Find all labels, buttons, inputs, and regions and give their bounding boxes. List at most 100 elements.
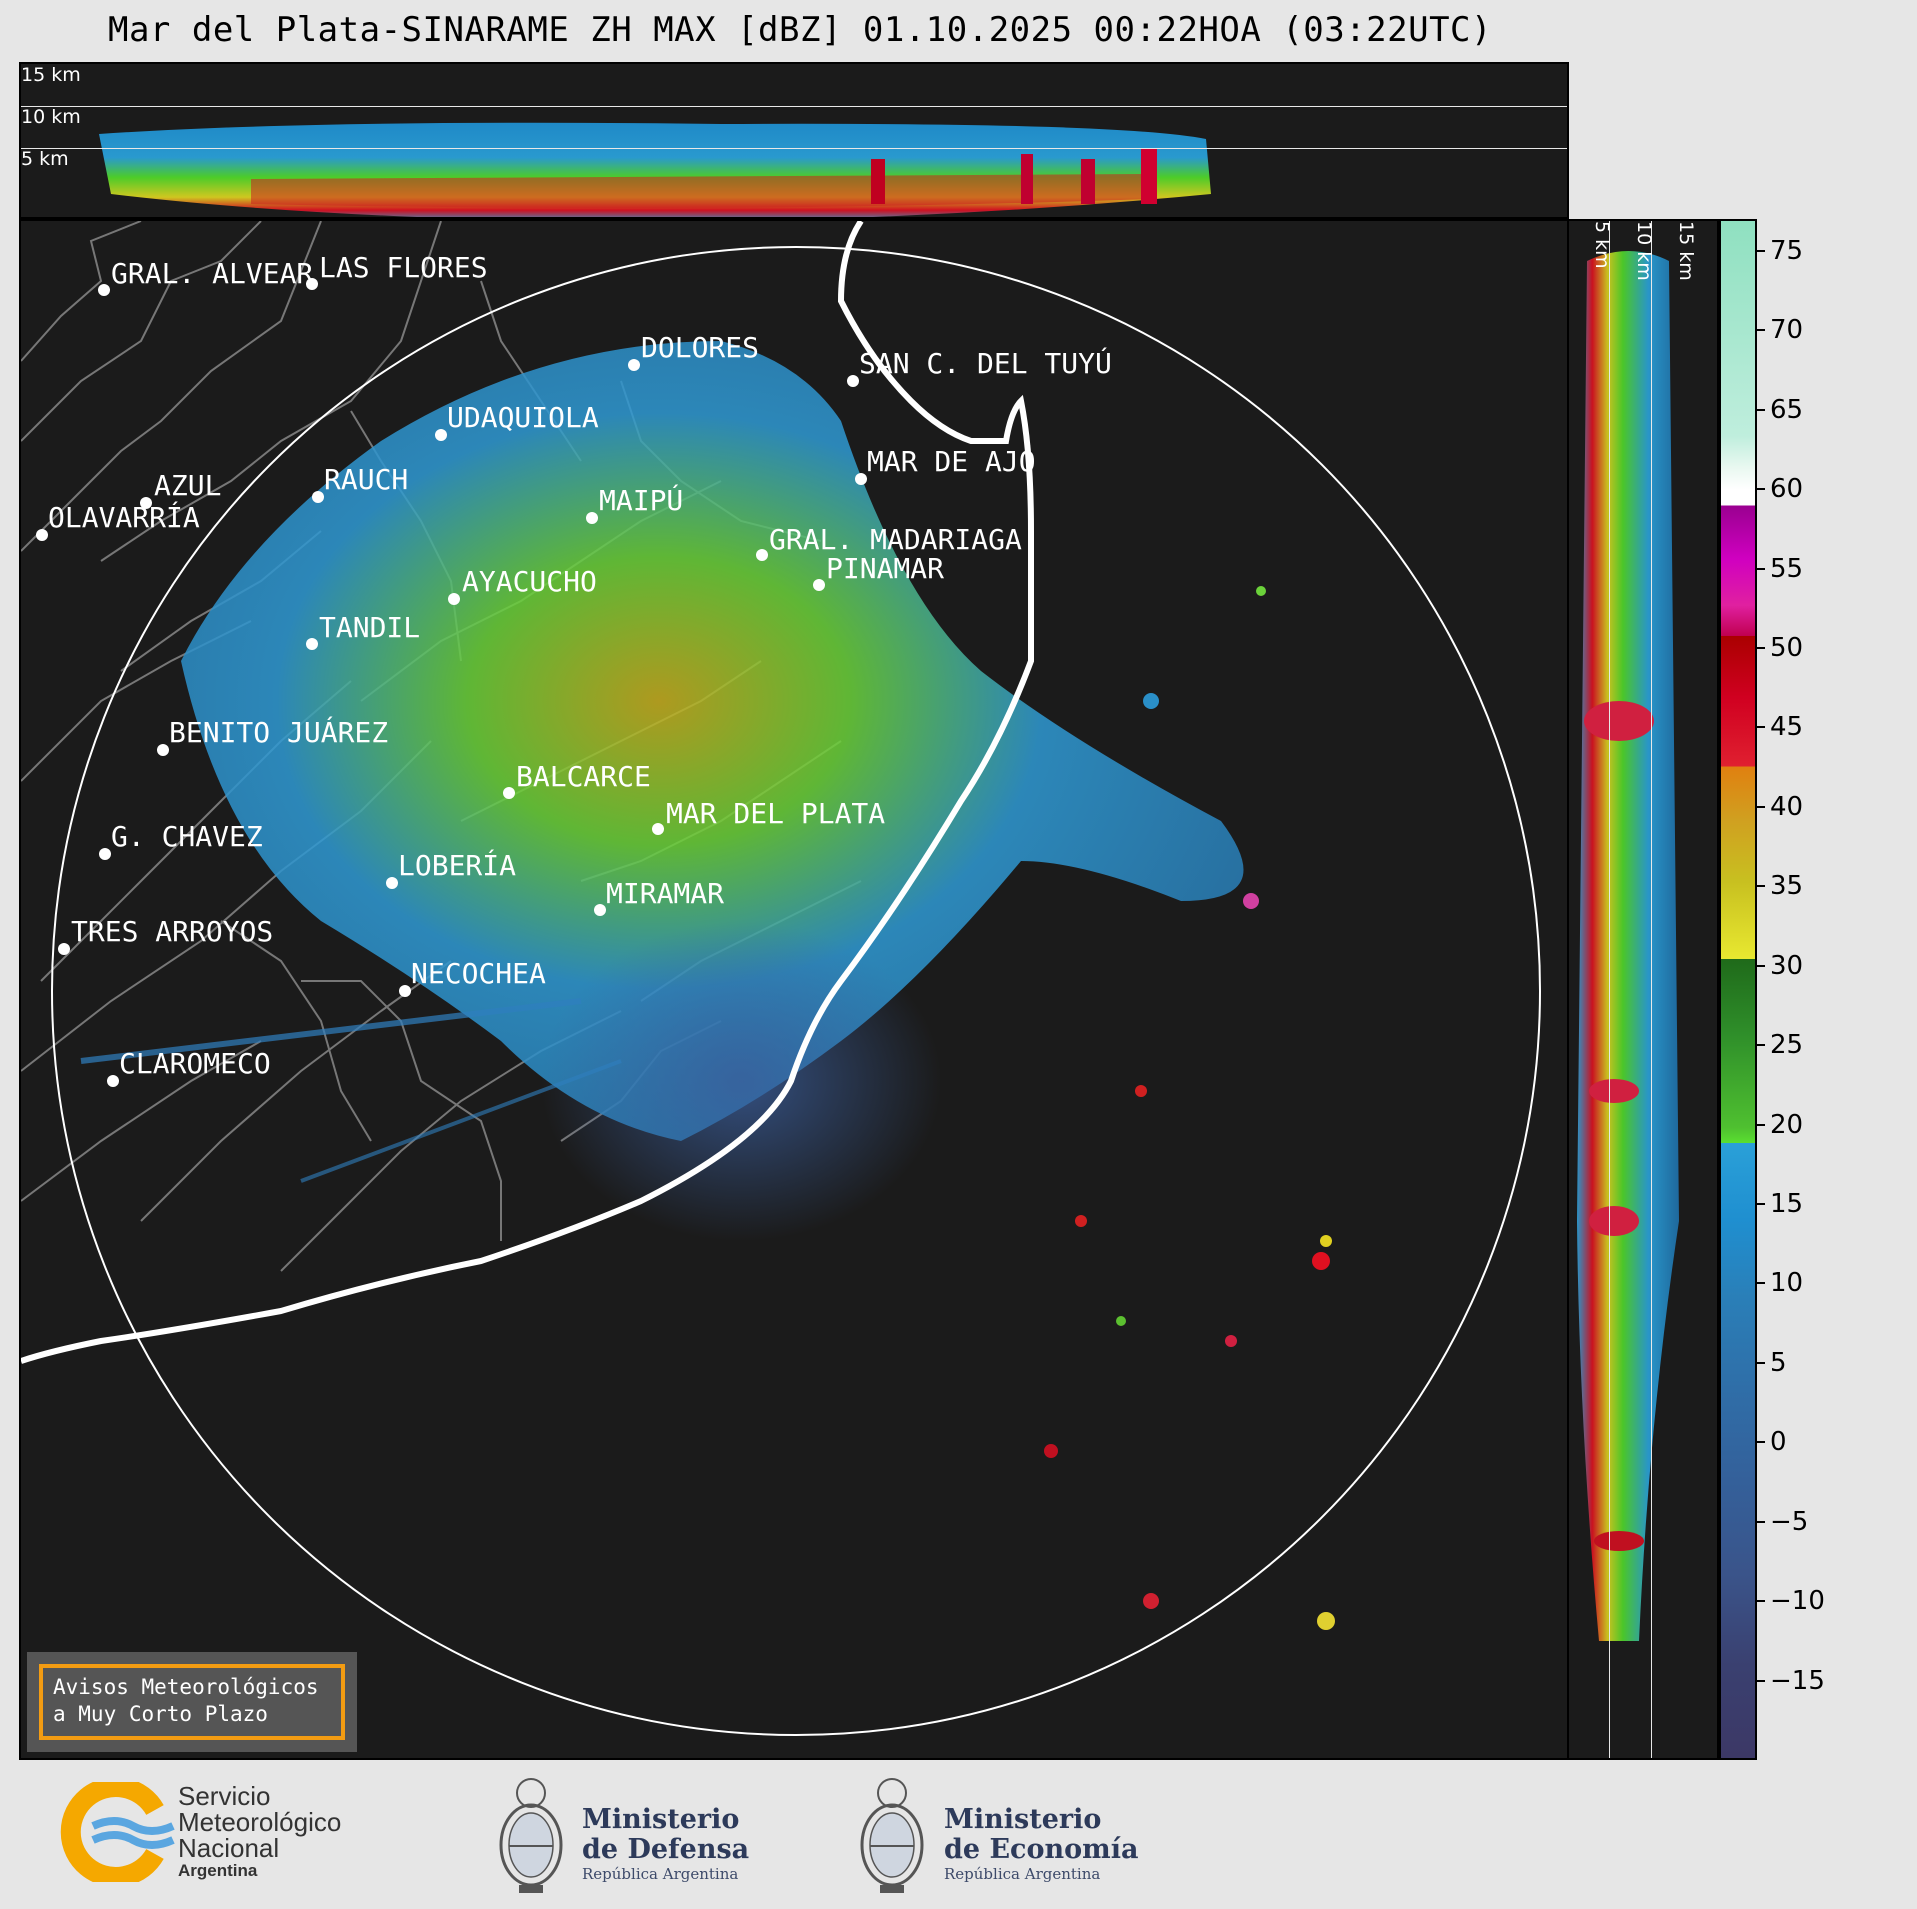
colorbar-tick	[1757, 249, 1765, 252]
colorbar-tick-label: 5	[1770, 1347, 1787, 1378]
top-profile-echo	[99, 122, 1211, 217]
city-label-g-chavez: G. CHAVEZ	[111, 820, 263, 853]
city-marker-gral-alvear	[98, 284, 110, 296]
city-label-necochea: NECOCHEA	[411, 957, 546, 990]
city-marker-gral-madariaga	[756, 549, 768, 561]
city-marker-olavarria	[36, 529, 48, 541]
city-marker-dolores	[628, 359, 640, 371]
city-label-loberia: LOBERÍA	[398, 848, 516, 882]
colorbar-tick-label: 30	[1770, 950, 1804, 981]
defensa-line3: República Argentina	[582, 1865, 739, 1883]
defensa-logo-text: Ministerio de Defensa República Argentin…	[582, 1804, 750, 1884]
city-marker-las-flores	[306, 278, 318, 290]
city-marker-g-chavez	[99, 848, 111, 860]
colorbar-tick	[1757, 1600, 1765, 1603]
city-label-maipu: MAIPÚ	[599, 483, 683, 517]
city-marker-ayacucho	[448, 593, 460, 605]
top-label-15km: 15 km	[21, 64, 81, 86]
city-label-tres-arroyos: TRES ARROYOS	[71, 915, 273, 948]
side-height-profile: 5 km 10 km 15 km	[1567, 219, 1719, 1760]
colorbar-tick	[1757, 726, 1765, 729]
radar-map: GRAL. ALVEAR LAS FLORES DOLORES SAN C. D…	[19, 219, 1569, 1760]
city-label-azul: AZUL	[154, 469, 221, 502]
colorbar-tick-label: −5	[1770, 1506, 1809, 1537]
map-title: Mar del Plata-SINARAME ZH MAX [dBZ] 01.1…	[107, 10, 1492, 50]
city-label-claromeco: CLAROMECO	[119, 1047, 271, 1080]
smn-logo-icon	[55, 1777, 175, 1887]
city-marker-benito-juarez	[157, 744, 169, 756]
top-10km-line	[21, 106, 1567, 107]
colorbar-tick-label: 45	[1770, 712, 1804, 743]
warning-box[interactable]: Avisos Meteorológicos a Muy Corto Plazo	[27, 1652, 357, 1752]
top-label-10km: 10 km	[21, 106, 81, 128]
colorbar-tick-label: 40	[1770, 791, 1804, 822]
colorbar-tick	[1757, 1361, 1765, 1364]
colorbar-tick	[1757, 1679, 1765, 1682]
city-marker-azul	[140, 497, 152, 509]
colorbar-tick-label: 70	[1770, 315, 1804, 346]
colorbar-tick-label: 0	[1770, 1427, 1787, 1458]
defensa-line1: Ministerio	[582, 1804, 740, 1835]
city-label-pinamar: PINAMAR	[826, 552, 944, 585]
colorbar-tick-label: 25	[1770, 1030, 1804, 1061]
economia-line3: República Argentina	[944, 1865, 1101, 1883]
economia-line1: Ministerio	[944, 1804, 1102, 1835]
city-marker-mar-del-plata	[652, 823, 664, 835]
coastline	[21, 221, 1035, 1364]
city-layer: GRAL. ALVEAR LAS FLORES DOLORES SAN C. D…	[36, 251, 1112, 1087]
colorbar-tick	[1757, 1202, 1765, 1205]
colorbar-tick	[1757, 964, 1765, 967]
smn-line2: Meteorológico	[178, 1807, 342, 1837]
city-marker-mar-de-ajo	[855, 473, 867, 485]
city-label-udaquiola: UDAQUIOLA	[447, 401, 599, 434]
range-ring	[51, 246, 1541, 1736]
scattered-echoes	[1044, 586, 1335, 1630]
city-marker-maipu	[586, 512, 598, 524]
colorbar-tick	[1757, 1441, 1765, 1444]
smn-line1: Servicio	[178, 1781, 271, 1811]
city-label-gral-madariaga: GRAL. MADARIAGA	[769, 523, 1022, 556]
colorbar-tick-label: 75	[1770, 235, 1804, 266]
defensa-line2: de Defensa	[582, 1834, 750, 1865]
dbz-colorbar	[1719, 219, 1757, 1760]
colorbar-tick-label: 10	[1770, 1268, 1804, 1299]
colorbar-tick	[1757, 1123, 1765, 1126]
side-profile-echo	[1577, 251, 1679, 1641]
city-label-tandil: TANDIL	[319, 611, 420, 644]
colorbar-tick-label: 60	[1770, 474, 1804, 505]
colorbar-tick-label: 15	[1770, 1188, 1804, 1219]
city-label-gral-alvear: GRAL. ALVEAR	[111, 257, 313, 290]
colorbar-tick	[1757, 805, 1765, 808]
side-10km-line	[1651, 221, 1652, 1758]
city-marker-san-clemente	[847, 375, 859, 387]
city-label-ayacucho: AYACUCHO	[462, 565, 597, 598]
colorbar-tick	[1757, 329, 1765, 332]
city-label-san-clemente: SAN C. DEL TUYÚ	[859, 346, 1112, 380]
city-label-balcarce: BALCARCE	[516, 760, 651, 793]
city-marker-pinamar	[813, 579, 825, 591]
city-marker-rauch	[312, 491, 324, 503]
city-marker-tres-arroyos	[58, 943, 70, 955]
colorbar-tick	[1757, 1282, 1765, 1285]
city-label-rauch: RAUCH	[324, 463, 408, 496]
colorbar-tick	[1757, 646, 1765, 649]
city-label-dolores: DOLORES	[641, 331, 759, 364]
city-label-miramar: MIRAMAR	[606, 877, 724, 910]
city-marker-miramar	[594, 904, 606, 916]
side-label-15km: 15 km	[1675, 221, 1697, 281]
city-marker-udaquiola	[435, 429, 447, 441]
side-5km-line	[1609, 221, 1610, 1758]
coat-of-arms-icon-2	[856, 1775, 928, 1895]
city-label-benito-juarez: BENITO JUÁREZ	[169, 715, 388, 749]
coat-of-arms-icon	[495, 1775, 567, 1895]
colorbar-tick-label: 35	[1770, 871, 1804, 902]
colorbar-tick	[1757, 408, 1765, 411]
city-marker-claromeco	[107, 1075, 119, 1087]
side-label-5km: 5 km	[1591, 221, 1613, 269]
colorbar-tick	[1757, 567, 1765, 570]
radar-echo-main	[181, 341, 1244, 1141]
colorbar-tick-label: 65	[1770, 394, 1804, 425]
side-label-10km: 10 km	[1633, 221, 1655, 281]
city-marker-loberia	[386, 877, 398, 889]
colorbar-tick	[1757, 885, 1765, 888]
